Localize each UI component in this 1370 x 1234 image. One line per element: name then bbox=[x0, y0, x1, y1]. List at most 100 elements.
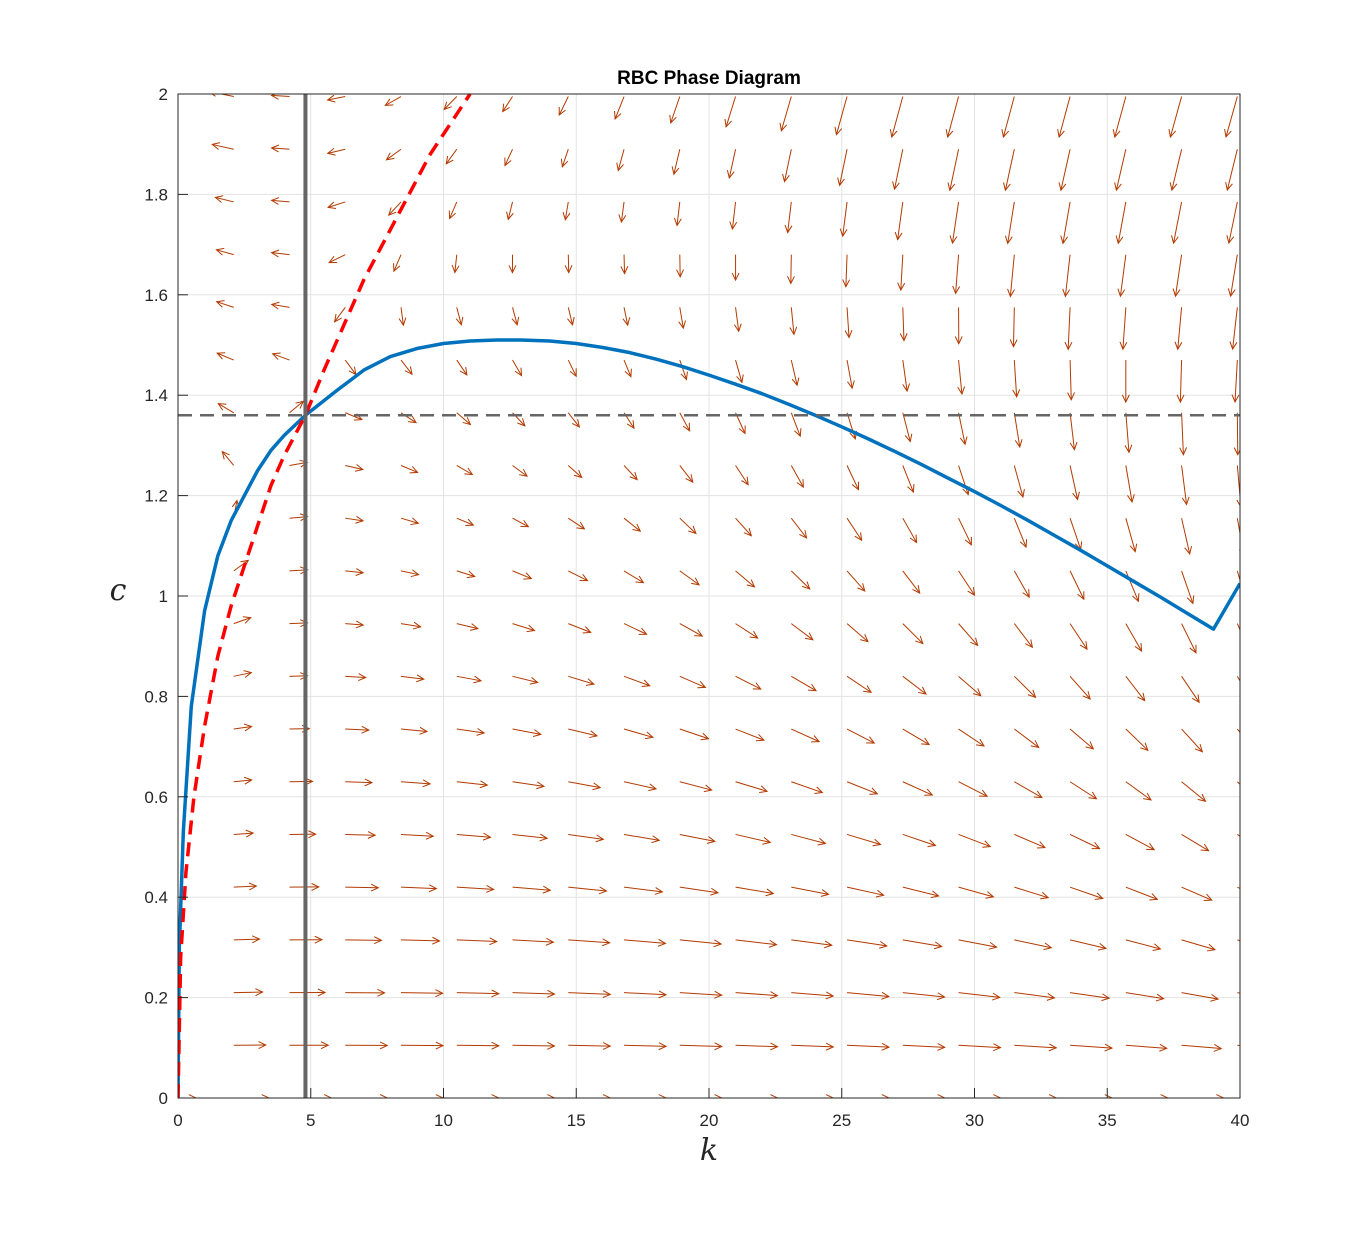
quiver-head bbox=[1233, 447, 1240, 456]
quiver-shaft bbox=[620, 201, 625, 223]
y-tick-label: 1.4 bbox=[144, 386, 168, 405]
quiver-arrow bbox=[846, 781, 879, 795]
quiver-head bbox=[136, 299, 144, 306]
quiver-arrow bbox=[958, 1094, 1002, 1098]
quiver-head bbox=[811, 735, 821, 743]
quiver-arrow bbox=[456, 517, 475, 527]
quiver-shaft bbox=[1125, 939, 1161, 950]
quiver-arrow bbox=[669, 96, 681, 124]
quiver-head bbox=[1064, 341, 1073, 351]
quiver-arrow bbox=[456, 728, 486, 736]
quiver-shaft bbox=[558, 96, 569, 116]
quiver-head bbox=[902, 383, 911, 393]
quiver-arrow bbox=[1124, 412, 1133, 454]
quiver-shaft bbox=[393, 254, 402, 272]
quiver-arrow bbox=[233, 829, 255, 838]
quiver-shaft bbox=[791, 833, 826, 844]
quiver-head bbox=[714, 990, 723, 999]
quiver-shaft bbox=[456, 781, 488, 786]
quiver-head bbox=[1001, 129, 1010, 139]
quiver-shaft bbox=[679, 992, 722, 996]
quiver-arrow bbox=[958, 833, 992, 848]
quiver-arrow bbox=[902, 833, 937, 848]
quiver-head bbox=[673, 217, 682, 227]
quiver-head bbox=[1249, 745, 1256, 753]
quiver-shaft bbox=[735, 939, 777, 946]
quiver-shaft bbox=[233, 672, 252, 677]
quiver-arrow bbox=[731, 254, 740, 282]
quiver-arrow bbox=[1125, 570, 1140, 603]
quiver-shaft bbox=[670, 96, 681, 124]
quiver-shaft bbox=[787, 201, 792, 233]
quiver-arrow bbox=[679, 359, 688, 381]
quiver-shaft bbox=[345, 412, 363, 421]
quiver-arrow bbox=[1181, 465, 1190, 506]
quiver-arrow bbox=[902, 465, 915, 494]
quiver-shaft bbox=[1014, 992, 1055, 999]
quiver-head bbox=[160, 829, 168, 836]
quiver-shaft bbox=[512, 939, 554, 943]
quiver-head bbox=[602, 1094, 612, 1098]
quiver-head bbox=[904, 433, 913, 443]
quiver-head bbox=[144, 511, 152, 518]
quiver-arrow bbox=[622, 307, 631, 327]
quiver-arrow bbox=[724, 96, 737, 128]
series-layer bbox=[178, 94, 1240, 1098]
quiver-head bbox=[620, 266, 629, 275]
quiver-head bbox=[881, 1042, 891, 1051]
quiver-arrow bbox=[1125, 992, 1165, 1002]
quiver-arrow bbox=[345, 778, 374, 787]
quiver-arrow bbox=[512, 989, 556, 998]
quiver-head bbox=[569, 368, 577, 378]
quiver-head bbox=[782, 173, 790, 183]
quiver-head bbox=[924, 788, 934, 796]
quiver-arrow bbox=[1181, 886, 1213, 901]
quiver-arrow bbox=[1057, 96, 1071, 139]
quiver-shaft bbox=[842, 201, 848, 237]
quiver-arrow bbox=[233, 616, 252, 625]
quiver-head bbox=[364, 778, 374, 787]
quiver-head bbox=[817, 837, 827, 846]
quiver-shaft bbox=[328, 254, 346, 264]
quiver-head bbox=[1121, 394, 1130, 404]
quiver-arrow bbox=[1168, 96, 1183, 139]
quiver-arrow bbox=[623, 886, 664, 895]
quiver-shaft bbox=[400, 675, 424, 680]
quiver-arrow bbox=[456, 832, 492, 841]
quiver-head bbox=[416, 674, 425, 683]
quiver-shaft bbox=[178, 412, 179, 413]
quiver-shaft bbox=[791, 728, 820, 743]
quiver-shaft bbox=[567, 307, 574, 325]
quiver-arrow bbox=[902, 728, 931, 746]
quiver-head bbox=[136, 141, 144, 148]
quiver-shaft bbox=[456, 886, 494, 890]
quiver-head bbox=[680, 371, 688, 381]
quiver-shaft bbox=[1125, 1044, 1167, 1049]
quiver-head bbox=[314, 935, 324, 944]
quiver-head bbox=[979, 789, 989, 797]
quiver-shaft bbox=[947, 96, 960, 138]
quiver-shaft bbox=[735, 781, 768, 792]
quiver-arrow bbox=[401, 936, 441, 945]
quiver-shaft bbox=[400, 359, 413, 375]
quiver-shaft bbox=[1117, 201, 1127, 244]
quiver-head bbox=[379, 1094, 389, 1098]
quiver-shaft bbox=[1069, 465, 1079, 500]
quiver-shaft bbox=[568, 886, 607, 892]
quiver-shaft bbox=[790, 465, 804, 488]
quiver-arrow bbox=[902, 517, 918, 544]
quiver-head bbox=[678, 320, 687, 330]
quiver-arrow bbox=[400, 517, 420, 526]
quiver-arrow bbox=[786, 254, 795, 285]
quiver-head bbox=[1203, 893, 1213, 901]
quiver-head bbox=[770, 1042, 779, 1051]
quiver-head bbox=[676, 269, 684, 278]
quiver-head bbox=[1225, 182, 1233, 192]
quiver-head bbox=[564, 265, 573, 274]
quiver-arrow bbox=[568, 781, 602, 791]
quiver-shaft bbox=[568, 570, 588, 582]
quiver-head bbox=[915, 635, 924, 645]
quiver-shaft bbox=[1179, 360, 1183, 403]
quiver-head bbox=[736, 374, 744, 384]
quiver-arrow bbox=[512, 465, 528, 477]
